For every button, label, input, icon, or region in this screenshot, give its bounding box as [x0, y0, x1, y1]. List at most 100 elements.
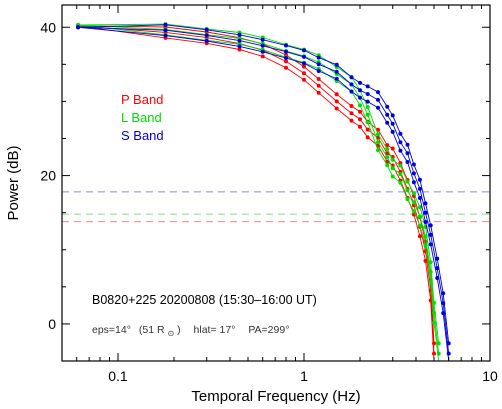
series-2-point [432, 310, 436, 315]
series-2-point [411, 209, 416, 214]
series-1-point [349, 118, 354, 123]
series-3-point [423, 201, 428, 206]
series-3-point [163, 22, 168, 27]
series-3-point [390, 129, 395, 134]
series-3-point [398, 140, 403, 145]
series-3-point [428, 232, 433, 237]
series-3 [76, 22, 451, 362]
series-3-point [417, 186, 422, 191]
axis-ticks [61, 5, 491, 362]
annotation-eps: eps=14° [92, 324, 131, 336]
series-2-point [365, 120, 370, 125]
series-3-point [358, 88, 362, 93]
series-1-point [302, 71, 306, 76]
series-2-point [390, 174, 395, 179]
series-2-point [390, 166, 395, 171]
series-1-point [365, 127, 370, 132]
series-2-point [398, 163, 403, 168]
series-3-point [260, 49, 265, 54]
series-1-point [358, 109, 362, 114]
series-3-point [237, 38, 242, 43]
series-2-point [428, 279, 433, 284]
series-1-point [358, 124, 362, 129]
series-3-point [284, 56, 288, 60]
series-1-point [302, 77, 306, 82]
legend-entry-2: L Band [121, 110, 162, 125]
series-3-point [385, 112, 390, 117]
series-3-point [76, 25, 81, 30]
series-2-point [436, 351, 441, 356]
series-layer [76, 22, 451, 362]
series-3-point [376, 105, 380, 110]
series-3-point [334, 69, 339, 74]
series-3-point [349, 75, 354, 80]
series-3-point [365, 84, 370, 89]
series-1-trace-2 [78, 25, 435, 362]
series-3-point [446, 341, 451, 346]
series-1-point [284, 59, 288, 64]
series-3-point [163, 28, 168, 33]
series-1-point [423, 258, 428, 263]
series-2-point [376, 132, 380, 137]
series-3-point [284, 43, 288, 48]
series-1-point [385, 143, 390, 148]
series-2-point [385, 155, 390, 159]
series-1-point [385, 159, 390, 164]
series-2-point [385, 163, 390, 168]
series-3-point [316, 69, 321, 73]
annotation-pa: PA=299° [248, 324, 289, 336]
series-1-point [260, 54, 265, 59]
series-1-point [316, 90, 321, 95]
series-3-point [349, 89, 354, 94]
annotation-main: B0820+225 20200808 (15:30–16:00 UT) [92, 293, 317, 307]
series-3-point [405, 142, 410, 147]
series-2-point [436, 341, 441, 346]
series-3-point [204, 33, 209, 38]
series-3-point [398, 131, 403, 136]
series-2-point [417, 214, 422, 219]
series-2-point [376, 148, 380, 153]
series-3-point [441, 301, 446, 306]
series-2-point [405, 197, 410, 202]
series-1-point [334, 92, 339, 97]
series-2-point [423, 234, 428, 239]
series-3-point [358, 95, 362, 100]
series-3-point [411, 171, 416, 176]
series-2-point [405, 179, 410, 184]
series-2-point [432, 320, 436, 325]
series-3-point [398, 148, 403, 153]
y-tick-label: 40 [40, 19, 56, 35]
series-3-point [405, 160, 410, 164]
series-3-point [435, 256, 440, 261]
series-1-point [365, 135, 370, 140]
series-3-point [365, 99, 370, 104]
x-tick-label: 0.1 [108, 368, 128, 384]
legend: P Band L Band S Band [121, 92, 164, 143]
y-tick-label: 0 [48, 316, 56, 332]
series-1-point [302, 64, 306, 69]
series-3-point [204, 39, 209, 43]
series-3-point [316, 55, 321, 60]
series-3-point [284, 49, 288, 54]
series-3-point [390, 113, 395, 118]
series-3-point [334, 76, 339, 81]
series-2-point [423, 243, 428, 248]
series-3-point [376, 90, 380, 95]
series-1-point [334, 106, 339, 111]
series-3-point [302, 61, 306, 66]
series-2-point [385, 146, 390, 151]
sun-symbol-icon: ⊙ [167, 329, 174, 338]
series-3-point [423, 210, 428, 215]
series-3-trace-3 [78, 24, 450, 344]
series-2-point [432, 300, 436, 305]
series-2-point [417, 223, 422, 228]
annotation-block: B0820+225 20200808 (15:30–16:00 UT) eps=… [92, 293, 317, 338]
series-2-point [365, 112, 370, 117]
series-3-point [237, 44, 242, 49]
y-axis-title: Power (dB) [5, 145, 22, 220]
x-tick-label: 1 [300, 368, 308, 384]
series-1-point [349, 104, 354, 108]
series-1-point [349, 111, 354, 116]
series-2-point [376, 140, 380, 145]
series-3-point [260, 37, 265, 42]
